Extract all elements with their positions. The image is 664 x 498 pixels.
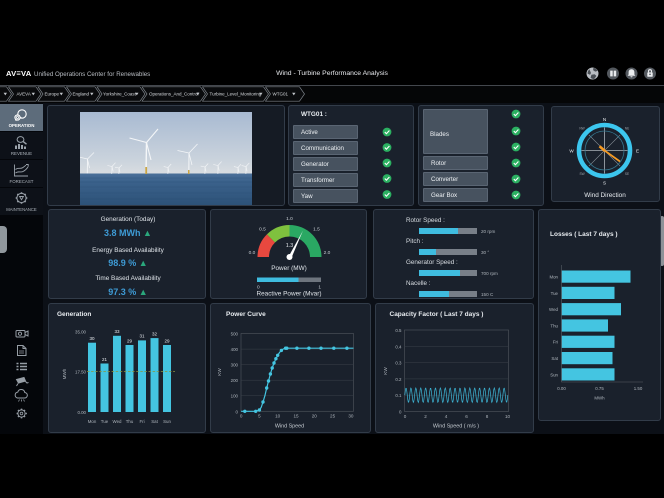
svg-text:E: E xyxy=(636,148,639,153)
svg-text:SW: SW xyxy=(579,172,584,176)
svg-text:Tue: Tue xyxy=(101,419,109,424)
svg-text:Turbine_Level_Monitoring: Turbine_Level_Monitoring xyxy=(210,92,262,97)
svg-text:5: 5 xyxy=(258,414,261,419)
svg-text:21: 21 xyxy=(102,357,108,362)
svg-text:Wed: Wed xyxy=(113,419,123,424)
svg-text:35.00: 35.00 xyxy=(75,330,87,335)
svg-text:0.4: 0.4 xyxy=(395,344,402,349)
svg-text:6: 6 xyxy=(465,414,468,419)
svg-text:SE: SE xyxy=(625,172,629,176)
svg-text:S: S xyxy=(603,181,606,186)
svg-text:Thu: Thu xyxy=(126,419,134,424)
svg-text:2: 2 xyxy=(424,414,427,419)
svg-text:Tue: Tue xyxy=(551,291,559,296)
svg-text:29: 29 xyxy=(127,338,133,343)
svg-text:200: 200 xyxy=(231,378,239,383)
svg-text:Wind Direction: Wind Direction xyxy=(584,192,626,199)
svg-text:0: 0 xyxy=(404,414,407,419)
svg-text:Wed: Wed xyxy=(549,307,559,312)
svg-text:MWh: MWh xyxy=(594,396,605,401)
svg-text:32: 32 xyxy=(152,331,158,336)
svg-text:Operations_And_Control: Operations_And_Control xyxy=(149,92,199,97)
svg-text:NW: NW xyxy=(579,127,584,131)
svg-text:1.0: 1.0 xyxy=(286,216,293,222)
svg-text:400: 400 xyxy=(231,347,239,352)
svg-text:0.00: 0.00 xyxy=(77,410,86,415)
svg-text:30: 30 xyxy=(89,336,95,341)
svg-text:AVEVA: AVEVA xyxy=(17,92,31,97)
svg-text:0.75: 0.75 xyxy=(595,386,604,391)
svg-text:0: 0 xyxy=(236,409,239,414)
svg-text:OPERATION: OPERATION xyxy=(9,123,35,128)
svg-text:10: 10 xyxy=(505,414,511,419)
svg-text:England: England xyxy=(73,92,90,97)
svg-text:2.0: 2.0 xyxy=(324,250,331,256)
svg-text:MWh: MWh xyxy=(62,368,67,379)
svg-text:10: 10 xyxy=(275,414,281,419)
svg-text:15: 15 xyxy=(293,414,299,419)
svg-text:Reactive Power (Mvar): Reactive Power (Mvar) xyxy=(257,291,322,298)
svg-text:0.0: 0.0 xyxy=(249,250,256,256)
svg-text:0.3: 0.3 xyxy=(395,361,402,366)
svg-text:Fri: Fri xyxy=(139,419,144,424)
svg-text:500: 500 xyxy=(231,332,239,337)
svg-text:NE: NE xyxy=(625,127,629,131)
svg-text:Power (MW): Power (MW) xyxy=(271,265,307,272)
svg-text:0.00: 0.00 xyxy=(557,386,566,391)
svg-text:0.2: 0.2 xyxy=(395,377,402,382)
svg-text:Mon: Mon xyxy=(549,275,558,280)
svg-text:20: 20 xyxy=(312,414,318,419)
svg-text:Yorkshire_Coast: Yorkshire_Coast xyxy=(103,92,137,97)
svg-text:Fri: Fri xyxy=(553,340,558,345)
svg-text:17.50: 17.50 xyxy=(75,370,87,375)
svg-text:33: 33 xyxy=(114,329,120,334)
svg-text:MAINTENANCE: MAINTENANCE xyxy=(6,207,37,212)
svg-text:8: 8 xyxy=(486,414,489,419)
svg-text:WTG01: WTG01 xyxy=(273,92,289,97)
svg-text:0: 0 xyxy=(399,410,402,415)
svg-text:Thu: Thu xyxy=(550,323,558,328)
svg-text:100: 100 xyxy=(231,394,239,399)
svg-text:31: 31 xyxy=(139,334,145,339)
svg-text:Sun: Sun xyxy=(163,419,171,424)
svg-text:Sun: Sun xyxy=(550,372,558,377)
svg-text:1: 1 xyxy=(318,285,321,291)
svg-text:1.5: 1.5 xyxy=(313,227,320,233)
svg-text:4: 4 xyxy=(445,414,448,419)
svg-text:0: 0 xyxy=(257,285,260,291)
svg-text:Sat: Sat xyxy=(151,419,158,424)
svg-text:N: N xyxy=(603,117,606,122)
svg-text:Europe: Europe xyxy=(45,92,60,97)
svg-text:Mon: Mon xyxy=(88,419,97,424)
svg-text:0.5: 0.5 xyxy=(395,328,402,333)
svg-text:W: W xyxy=(569,148,574,153)
svg-text:Wind Speed ( m/s ): Wind Speed ( m/s ) xyxy=(433,424,479,430)
svg-text:Sat: Sat xyxy=(551,356,558,361)
svg-text:0.5: 0.5 xyxy=(259,227,266,233)
svg-text:REVENUE: REVENUE xyxy=(11,151,32,156)
svg-text:FORECAST: FORECAST xyxy=(10,179,34,184)
svg-text:29: 29 xyxy=(164,338,170,343)
svg-text:30: 30 xyxy=(348,414,354,419)
svg-text:1.50: 1.50 xyxy=(634,386,643,391)
svg-text:KW: KW xyxy=(217,368,222,376)
svg-text:KW: KW xyxy=(383,367,388,375)
svg-text:25: 25 xyxy=(330,414,336,419)
svg-text:Wind Speed: Wind Speed xyxy=(275,424,304,430)
svg-text:0: 0 xyxy=(240,414,243,419)
svg-text:0.1: 0.1 xyxy=(395,393,402,398)
svg-text:1.3: 1.3 xyxy=(286,243,293,249)
svg-text:300: 300 xyxy=(231,363,239,368)
